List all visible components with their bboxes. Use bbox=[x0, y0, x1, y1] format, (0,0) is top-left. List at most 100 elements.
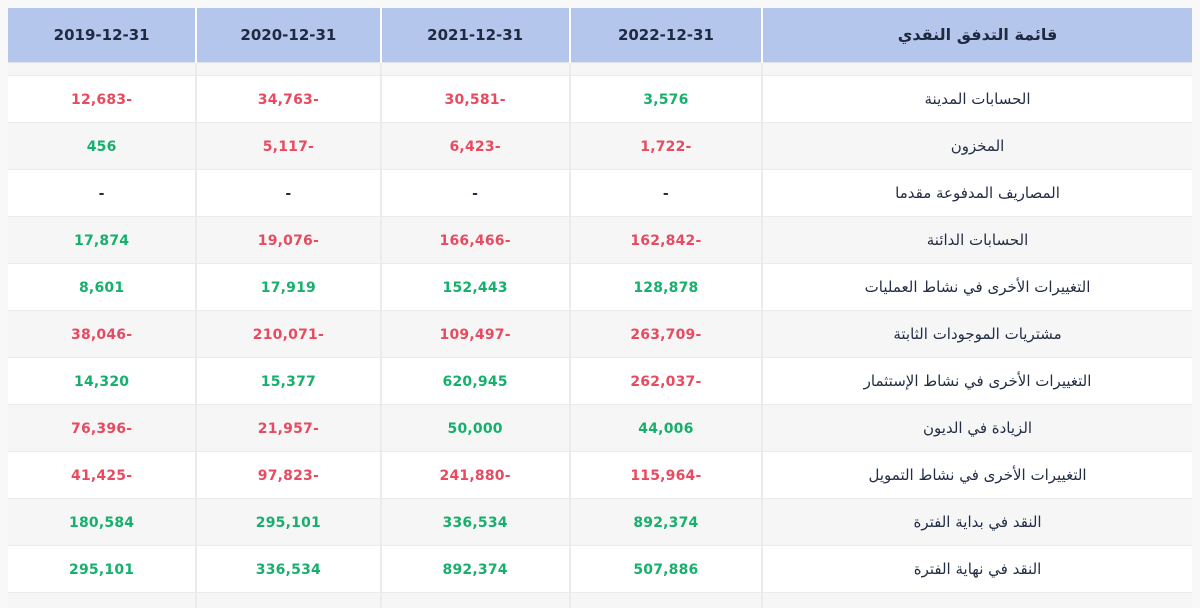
value-cell: - bbox=[195, 169, 381, 217]
cell-value: 17,874 bbox=[74, 233, 130, 249]
table-row: 456 5,117- 6,423- 1,722- المخزون bbox=[8, 122, 1192, 170]
value-cell: 97,823- bbox=[195, 451, 381, 499]
cell-value: 44,006 bbox=[638, 421, 694, 437]
partial-cell bbox=[195, 592, 381, 608]
table-row: 295,101 336,534 892,374 507,886 النقد في… bbox=[8, 545, 1192, 593]
value-cell: 162,842- bbox=[568, 216, 763, 264]
cell-value: 14,320 bbox=[74, 374, 130, 390]
cell-value: 6,423- bbox=[449, 139, 501, 155]
cell-value: 162,842- bbox=[630, 233, 702, 249]
row-label: مشتريات الموجودات الثابتة bbox=[761, 310, 1192, 358]
cell-value: 76,396- bbox=[71, 421, 133, 437]
cell-value: 180,584 bbox=[69, 515, 135, 531]
table-row: 12,683- 34,763- 30,581- 3,576 الحسابات ا… bbox=[8, 75, 1192, 123]
cell-value: 456 bbox=[86, 139, 117, 155]
value-cell: 507,886 bbox=[568, 545, 763, 593]
table-body: 12,683- 34,763- 30,581- 3,576 الحسابات ا… bbox=[8, 62, 1192, 608]
partial-row-bottom bbox=[8, 592, 1192, 608]
cell-value: 892,374 bbox=[633, 515, 699, 531]
row-label: الزيادة في الديون bbox=[761, 404, 1192, 452]
value-cell: 152,443 bbox=[379, 263, 570, 311]
value-cell: 41,425- bbox=[8, 451, 197, 499]
value-cell: 3,576 bbox=[568, 75, 763, 123]
partial-cell bbox=[379, 592, 570, 608]
value-cell: 8,601 bbox=[8, 263, 197, 311]
partial-cell bbox=[761, 62, 1192, 76]
partial-cell bbox=[568, 62, 763, 76]
row-label: التغييرات الأخرى في نشاط العمليات bbox=[761, 263, 1192, 311]
cell-value: 1,722- bbox=[640, 139, 692, 155]
cell-value: 336,534 bbox=[255, 562, 321, 578]
column-header-2020: 2020-12-31 bbox=[195, 8, 381, 63]
cashflow-table: 2019-12-31 2020-12-31 2021-12-31 2022-12… bbox=[8, 8, 1192, 608]
cell-value: 109,497- bbox=[439, 327, 511, 343]
value-cell: 166,466- bbox=[379, 216, 570, 264]
cell-value: 15,377 bbox=[260, 374, 316, 390]
table-row: 38,046- 210,071- 109,497- 263,709- مشتري… bbox=[8, 310, 1192, 358]
partial-cell bbox=[8, 592, 197, 608]
value-cell: 109,497- bbox=[379, 310, 570, 358]
value-cell: 456 bbox=[8, 122, 197, 170]
cell-value: 3,576 bbox=[643, 92, 689, 108]
value-cell: 17,919 bbox=[195, 263, 381, 311]
value-cell: 262,037- bbox=[568, 357, 763, 405]
value-cell: 295,101 bbox=[8, 545, 197, 593]
value-cell: 50,000 bbox=[379, 404, 570, 452]
cell-value: 17,919 bbox=[260, 280, 316, 296]
partial-cell bbox=[379, 62, 570, 76]
value-cell: 21,957- bbox=[195, 404, 381, 452]
cell-value: 210,071- bbox=[252, 327, 324, 343]
value-cell: 38,046- bbox=[8, 310, 197, 358]
value-cell: 128,878 bbox=[568, 263, 763, 311]
partial-cell bbox=[568, 592, 763, 608]
cell-value: 115,964- bbox=[630, 468, 702, 484]
row-label: النقد في نهاية الفترة bbox=[761, 545, 1192, 593]
value-cell: 30,581- bbox=[379, 75, 570, 123]
value-cell: 892,374 bbox=[568, 498, 763, 546]
cell-value: 241,880- bbox=[439, 468, 511, 484]
value-cell: 263,709- bbox=[568, 310, 763, 358]
cell-value: 97,823- bbox=[257, 468, 319, 484]
cell-value: 8,601 bbox=[78, 280, 125, 296]
cell-value: 30,581- bbox=[444, 92, 506, 108]
value-cell: 76,396- bbox=[8, 404, 197, 452]
cell-value: 620,945 bbox=[442, 374, 508, 390]
value-cell: 17,874 bbox=[8, 216, 197, 264]
value-cell: 14,320 bbox=[8, 357, 197, 405]
cell-value: 5,117- bbox=[262, 139, 315, 155]
row-label: الحسابات الدائنة bbox=[761, 216, 1192, 264]
cell-value: 892,374 bbox=[442, 562, 508, 578]
value-cell: 115,964- bbox=[568, 451, 763, 499]
value-cell: 295,101 bbox=[195, 498, 381, 546]
value-cell: 44,006 bbox=[568, 404, 763, 452]
cell-value: 41,425- bbox=[71, 468, 133, 484]
value-cell: 5,117- bbox=[195, 122, 381, 170]
value-cell: 15,377 bbox=[195, 357, 381, 405]
row-label: المصاريف المدفوعة مقدما bbox=[761, 169, 1192, 217]
cell-value: 128,878 bbox=[633, 280, 699, 296]
value-cell: 336,534 bbox=[379, 498, 570, 546]
cell-value: 19,076- bbox=[257, 233, 319, 249]
table-title: قائمة التدفق النقدي bbox=[761, 8, 1192, 63]
cell-value: 262,037- bbox=[630, 374, 702, 390]
cell-value: 263,709- bbox=[630, 327, 702, 343]
cell-value: 507,886 bbox=[633, 562, 699, 578]
row-label: التغييرات الأخرى في نشاط الإستثمار bbox=[761, 357, 1192, 405]
value-cell: 1,722- bbox=[568, 122, 763, 170]
table-row: 17,874 19,076- 166,466- 162,842- الحسابا… bbox=[8, 216, 1192, 264]
row-label: الحسابات المدينة bbox=[761, 75, 1192, 123]
table-row: 76,396- 21,957- 50,000 44,006 الزيادة في… bbox=[8, 404, 1192, 452]
value-cell: 180,584 bbox=[8, 498, 197, 546]
cell-value: - bbox=[285, 186, 292, 202]
column-header-label: 2021-12-31 bbox=[427, 25, 524, 44]
row-label: المخزون bbox=[761, 122, 1192, 170]
value-cell: 241,880- bbox=[379, 451, 570, 499]
row-label: التغييرات الأخرى في نشاط التمويل bbox=[761, 451, 1192, 499]
cell-value: - bbox=[662, 186, 669, 202]
cell-value: 295,101 bbox=[69, 562, 135, 578]
cell-value: 336,534 bbox=[442, 515, 508, 531]
value-cell: 6,423- bbox=[379, 122, 570, 170]
column-header-2021: 2021-12-31 bbox=[379, 8, 570, 63]
table-row: - - - - المصاريف المدفوعة مقدما bbox=[8, 169, 1192, 217]
